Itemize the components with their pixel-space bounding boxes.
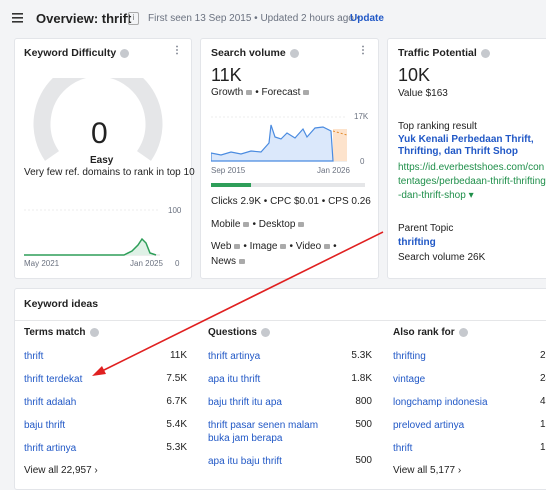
card-title: Keyword Difficulty	[24, 47, 130, 59]
menu-icon[interactable]	[12, 13, 24, 23]
device-row: Mobile • Desktop	[211, 219, 307, 230]
keyword-volume: 7.5K	[166, 373, 187, 384]
x-end: Jan 2026	[317, 166, 350, 175]
difficulty-note: Very few ref. domains to rank in top 10	[24, 167, 195, 178]
x-end: Jan 2025	[130, 259, 163, 268]
keyword[interactable]: thrift pasar senen malam buka jam berapa	[208, 420, 319, 444]
view-all[interactable]: View all 5,177 ›	[393, 465, 462, 476]
parent-label: Parent Topic	[398, 223, 454, 234]
traffic-card	[387, 38, 546, 279]
top-label: Top ranking result	[398, 121, 477, 132]
keyword-volume: 800	[355, 396, 372, 407]
keyword-volume: 5.3K	[351, 350, 372, 361]
more-menu[interactable]: ⋮	[358, 45, 368, 56]
y-min: 0	[175, 259, 180, 268]
clicks-row: Clicks 2.9K • CPC $0.01 • CPS 0.26	[211, 196, 371, 207]
keyword[interactable]: thrift terdekat	[24, 374, 83, 385]
keyword-volume: 1	[540, 419, 546, 430]
keyword[interactable]: vintage	[393, 374, 426, 385]
keyword-volume: 11K	[169, 350, 187, 361]
keyword[interactable]: thrift artinya	[208, 351, 261, 362]
image: Image	[249, 241, 278, 252]
top-url[interactable]: https://id.everbestshoes.com/contentages…	[398, 162, 546, 201]
keyword[interactable]: apa itu baju thrift	[208, 456, 282, 467]
divider	[15, 320, 546, 321]
difficulty-score: 0	[91, 117, 108, 150]
traffic-value: 10K	[398, 65, 431, 85]
type-row: Web • Image • Video •	[211, 241, 337, 252]
keyword-volume: 5.3K	[166, 442, 187, 453]
card-title: Traffic Potential	[398, 47, 490, 59]
info-icon[interactable]: i	[128, 12, 139, 25]
y-max: 17K	[354, 112, 369, 121]
volume-chart	[211, 116, 348, 162]
forecast: Forecast	[261, 87, 301, 98]
top-title[interactable]: Yuk Kenali Perbedaan Thrift, Thrifting, …	[398, 134, 534, 157]
growth: Growth	[211, 87, 244, 98]
keyword-volume: 500	[355, 455, 372, 466]
keyword[interactable]: thrift	[393, 443, 413, 454]
keyword-volume: 1	[540, 442, 546, 453]
header-info: First seen 13 Sep 2015 • Updated 2 hours…	[148, 13, 361, 24]
cpc: CPC $0.01	[270, 196, 319, 207]
more-menu[interactable]: ⋮	[172, 45, 182, 56]
column-title: Terms match	[24, 327, 99, 338]
x-start: May 2021	[24, 259, 60, 268]
keyword-volume: 6.7K	[166, 396, 187, 407]
ideas-card	[14, 288, 546, 490]
keyword[interactable]: thrift	[24, 351, 44, 362]
update-link[interactable]: Update	[350, 13, 384, 24]
web: Web	[211, 241, 232, 252]
title: Search volume	[211, 47, 286, 59]
keyword-volume: 1.8K	[351, 373, 372, 384]
volume-value: 11K	[211, 65, 242, 85]
cps: CPS 0.26	[328, 196, 371, 207]
parent-volume: Search volume 26K	[398, 252, 486, 263]
page-title: Overview: thrift	[36, 11, 132, 26]
keyword[interactable]: baju thrift itu apa	[208, 397, 282, 408]
click-bar	[211, 183, 365, 187]
column-title: Also rank for	[393, 327, 468, 338]
type-row-2: News	[211, 256, 248, 267]
keyword[interactable]: baju thrift	[24, 420, 66, 431]
news: News	[211, 256, 237, 267]
keyword-volume: 4	[540, 396, 546, 407]
keyword[interactable]: thrift artinya	[24, 443, 77, 454]
keyword-volume: 24	[540, 373, 546, 384]
title: Traffic Potential	[398, 47, 477, 59]
view-all[interactable]: View all 22,957 ›	[24, 465, 98, 476]
video: Video	[295, 241, 322, 252]
keyword-volume: 26	[540, 350, 546, 361]
clicks: Clicks 2.9K	[211, 196, 262, 207]
ideas-title: Keyword ideas	[24, 298, 99, 310]
difficulty-level: Easy	[90, 155, 114, 166]
keyword-volume: 5.4K	[166, 419, 187, 430]
y-max: 100	[168, 206, 182, 215]
difficulty-chart	[24, 209, 160, 256]
page: Overview: thrift i First seen 13 Sep 201…	[12, 11, 546, 490]
growth-row: Growth • Forecast	[211, 87, 312, 98]
keyword[interactable]: longchamp indonesia	[393, 397, 488, 408]
mobile: Mobile	[211, 219, 241, 230]
title: Keyword Difficulty	[24, 47, 117, 59]
desktop: Desktop	[258, 219, 296, 230]
annotation-arrow	[92, 231, 384, 376]
y-min: 0	[360, 157, 365, 166]
card-title: Search volume	[211, 47, 299, 59]
keyword[interactable]: preloved artinya	[393, 420, 465, 431]
keyword-volume: 500	[355, 419, 372, 430]
keyword[interactable]: thrift adalah	[24, 397, 77, 408]
keyword[interactable]: thrifting	[393, 351, 426, 362]
column-title: Questions	[208, 327, 270, 338]
parent-topic[interactable]: thrifting	[398, 237, 436, 248]
traffic-worth: Value $163	[398, 88, 448, 99]
keyword[interactable]: apa itu thrift	[208, 374, 261, 385]
gauge	[33, 78, 163, 161]
x-start: Sep 2015	[211, 166, 246, 175]
